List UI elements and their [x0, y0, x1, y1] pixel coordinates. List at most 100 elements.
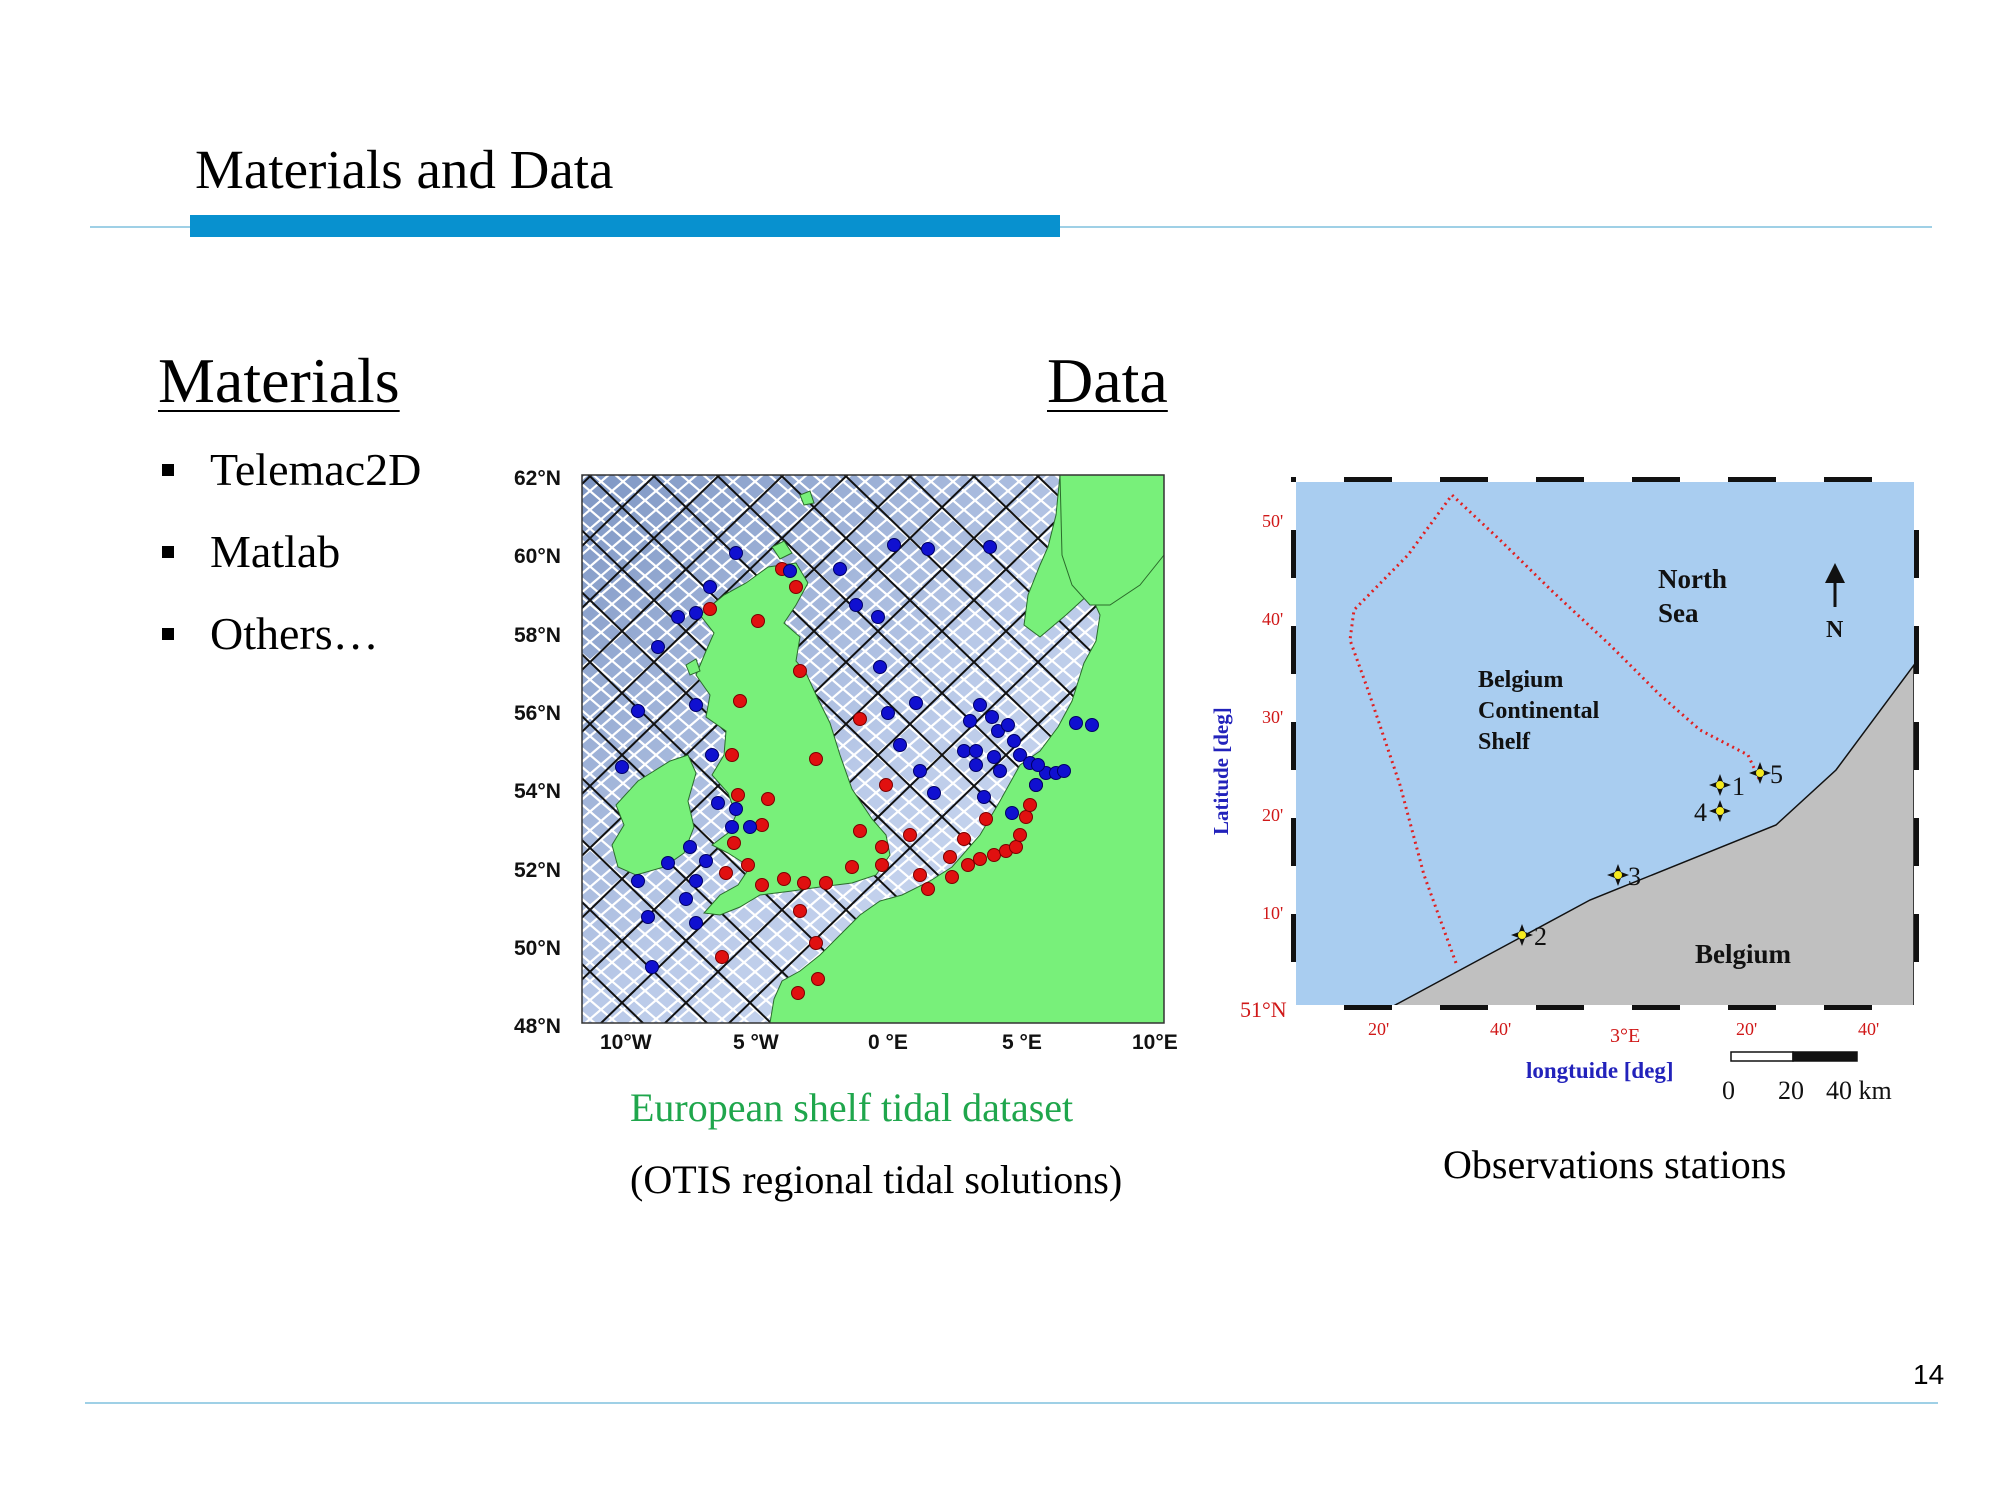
obs-lon-tick-3e: 3°E	[1610, 1025, 1640, 1047]
tide-gauge-dot	[957, 832, 971, 846]
station-marker: 1	[1709, 772, 1745, 801]
station-number-label: 5	[1770, 760, 1783, 789]
tide-gauge-dot	[755, 818, 769, 832]
shelf-label-line1: Belgium	[1478, 667, 1563, 693]
tide-gauge-dot	[875, 840, 889, 854]
offshore-station-dot	[973, 698, 987, 712]
tide-gauge-dot	[791, 986, 805, 1000]
observation-stations: 1 2 3 4 5	[1511, 760, 1783, 951]
scale-bar-end: 40 km	[1826, 1076, 1892, 1105]
offshore-station-dot	[909, 696, 923, 710]
offshore-station-dot	[689, 698, 703, 712]
observation-stations-caption: Observations stations	[1443, 1142, 1787, 1187]
tide-gauge-dot	[725, 748, 739, 762]
offshore-station-dot	[729, 802, 743, 816]
tide-gauge-dot	[793, 664, 807, 678]
offshore-station-dot	[1085, 718, 1099, 732]
lon-label-0e: 0 °E	[868, 1031, 908, 1054]
offshore-station-dot	[689, 916, 703, 930]
shelf-label-line3: Shelf	[1478, 729, 1531, 755]
offshore-station-dot	[833, 562, 847, 576]
materials-heading: Materials	[158, 345, 400, 416]
tide-gauge-dot	[811, 972, 825, 986]
obs-lat-tick-30: 30'	[1262, 707, 1283, 727]
tide-gauge-dot	[741, 858, 755, 872]
scale-bar-mid: 20	[1778, 1076, 1804, 1105]
offshore-station-dot	[1013, 748, 1027, 762]
obs-lat-tick-51n: 51°N	[1240, 997, 1287, 1022]
offshore-station-dot	[921, 542, 935, 556]
lat-label-52n: 52°N	[514, 859, 561, 882]
lat-label-62n: 62°N	[514, 467, 561, 490]
tide-gauge-dot	[777, 872, 791, 886]
scale-bar: 0 20 40 km	[1722, 1051, 1892, 1105]
tide-gauge-stations	[615, 538, 1099, 1000]
tide-gauge-dot	[1023, 798, 1037, 812]
belgium-label: Belgium	[1695, 939, 1792, 969]
title-accent-bar	[190, 215, 1060, 237]
offshore-station-dot	[893, 738, 907, 752]
station-marker: 5	[1749, 760, 1783, 789]
offshore-station-dot	[645, 960, 659, 974]
station-number-label: 2	[1534, 922, 1547, 951]
tide-gauge-dot	[1009, 840, 1023, 854]
offshore-station-dot	[969, 744, 983, 758]
offshore-station-dot	[1005, 806, 1019, 820]
offshore-station-dot	[871, 610, 885, 624]
lon-label-10e: 10°E	[1132, 1031, 1178, 1054]
scale-bar-zero: 0	[1722, 1076, 1735, 1105]
lon-label-5e: 5 °E	[1002, 1031, 1042, 1054]
tide-gauge-dot	[943, 850, 957, 864]
obs-x-axis-label: longtuide [deg]	[1526, 1058, 1674, 1083]
obs-lon-tick-20a: 20'	[1368, 1019, 1389, 1039]
offshore-station-dot	[725, 820, 739, 834]
offshore-station-dot	[1007, 734, 1021, 748]
tide-gauge-dot	[879, 778, 893, 792]
shelf-label-line2: Continental	[1478, 698, 1600, 724]
offshore-station-dot	[651, 640, 665, 654]
offshore-station-dot	[641, 910, 655, 924]
offshore-station-dot	[689, 606, 703, 620]
european-shelf-map: 62°N 60°N 58°N 56°N 54°N 52°N 50°N 48°N …	[514, 467, 1178, 1054]
tide-gauge-dot	[973, 852, 987, 866]
tide-gauge-dot	[789, 580, 803, 594]
north-sea-label-line2: Sea	[1658, 598, 1699, 628]
offshore-station-dot	[703, 580, 717, 594]
scottish-islands	[685, 490, 815, 676]
tide-gauge-dot	[987, 848, 1001, 862]
offshore-station-dot	[705, 748, 719, 762]
north-sea-label-line1: North	[1658, 564, 1727, 594]
tide-gauge-dot	[921, 882, 935, 896]
tide-gauge-dot	[945, 870, 959, 884]
slide-title: Materials and Data	[195, 139, 614, 200]
obs-lon-ticks: 20' 40' 3°E 20' 40'	[1368, 1019, 1879, 1047]
offshore-station-dot	[1031, 758, 1045, 772]
materials-item-telemac2d: Telemac2D	[158, 440, 421, 522]
offshore-station-dot	[987, 750, 1001, 764]
tide-gauge-dot	[703, 602, 717, 616]
map-text-labels: North Sea Belgium Continental Shelf Belg…	[1478, 564, 1792, 969]
station-marker: 3	[1607, 862, 1641, 891]
offshore-station-dot	[661, 856, 675, 870]
lat-label-58n: 58°N	[514, 624, 561, 647]
offshore-station-dot	[783, 564, 797, 578]
offshore-station-dot	[993, 764, 1007, 778]
materials-list: Telemac2D Matlab Others…	[158, 440, 421, 686]
offshore-station-dot	[729, 546, 743, 560]
lat-label-48n: 48°N	[514, 1015, 561, 1038]
offshore-station-dot	[615, 760, 629, 774]
tidal-dataset-caption: European shelf tidal dataset	[630, 1085, 1074, 1130]
offshore-station-dot	[969, 758, 983, 772]
lat-label-60n: 60°N	[514, 545, 561, 568]
materials-item-others: Others…	[158, 604, 421, 686]
offshore-station-dot	[957, 744, 971, 758]
observation-stations-map: North Sea Belgium Continental Shelf Belg…	[1209, 477, 1920, 1105]
obs-y-axis-label: Latitude [deg]	[1209, 707, 1233, 835]
tide-gauge-dot	[903, 828, 917, 842]
tide-gauge-dot	[751, 614, 765, 628]
tide-gauge-dot	[727, 836, 741, 850]
obs-lat-tick-40: 40'	[1262, 609, 1283, 629]
materials-item-matlab: Matlab	[158, 522, 421, 604]
tide-gauge-dot	[1013, 828, 1027, 842]
offshore-station-dot	[631, 874, 645, 888]
